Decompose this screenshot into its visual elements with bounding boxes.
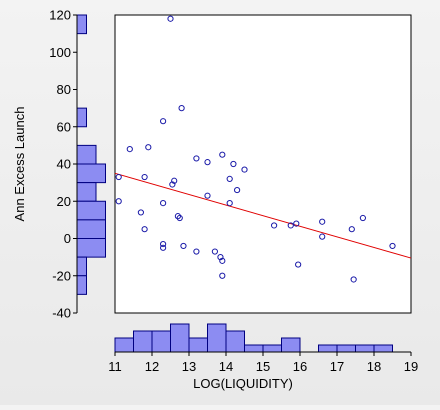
data-point-7 <box>160 118 167 125</box>
y-hist-bar-9 <box>76 275 87 295</box>
data-point-21 <box>204 159 211 166</box>
y-tick-label-4: 40 <box>57 157 71 172</box>
y-hist-bar-4 <box>76 182 97 202</box>
regression-line <box>114 172 412 259</box>
x-tick-label-1: 12 <box>145 359 159 374</box>
x-hist-bar-1 <box>133 330 153 353</box>
x-axis-label: LOG(LIQUIDITY) <box>193 376 293 391</box>
x-tick-label-7: 18 <box>367 359 381 374</box>
y-hist-bar-1 <box>76 107 87 128</box>
x-hist-bar-11 <box>336 344 356 353</box>
data-point-10 <box>160 244 167 251</box>
data-point-14 <box>174 213 181 220</box>
data-point-2 <box>126 146 133 153</box>
data-point-36 <box>319 233 326 240</box>
data-point-25 <box>219 257 226 264</box>
y-tick-label-3: 60 <box>57 119 71 134</box>
data-point-8 <box>160 200 167 207</box>
data-point-20 <box>204 192 211 199</box>
data-point-17 <box>180 242 187 250</box>
x-hist-bar-4 <box>188 337 208 353</box>
x-tick-label-6: 17 <box>330 359 344 374</box>
data-point-23 <box>217 254 224 261</box>
data-point-29 <box>230 160 237 168</box>
data-point-35 <box>295 261 302 268</box>
data-point-13 <box>171 177 178 184</box>
y-tick-label-7: -20 <box>52 268 71 283</box>
x-tick-label-3: 14 <box>219 359 233 374</box>
data-point-41 <box>389 242 396 250</box>
y-hist-bar-5 <box>76 200 106 221</box>
data-point-0 <box>115 173 122 181</box>
x-tick-label-2: 13 <box>182 359 196 374</box>
data-point-32 <box>271 222 278 229</box>
data-point-31 <box>241 166 248 173</box>
x-hist-bar-12 <box>355 344 375 353</box>
data-point-40 <box>359 214 366 222</box>
y-tick-label-5: 20 <box>57 194 71 209</box>
y-tick-label-0: 120 <box>49 8 71 23</box>
x-hist-bar-3 <box>170 323 190 353</box>
data-point-6 <box>145 144 152 151</box>
data-point-24 <box>219 151 226 158</box>
x-tick-label-5: 16 <box>293 359 307 374</box>
data-point-11 <box>167 15 174 22</box>
y-axis-label: Ann Excess Launch <box>12 107 27 222</box>
x-hist-bar-9 <box>281 337 301 353</box>
x-hist-bar-8 <box>262 344 282 353</box>
data-point-33 <box>287 222 294 229</box>
data-point-28 <box>226 200 233 207</box>
y-hist-bar-3 <box>76 163 106 184</box>
x-tick-label-4: 15 <box>256 359 270 374</box>
data-point-18 <box>193 155 200 162</box>
data-point-19 <box>193 248 200 255</box>
data-point-22 <box>211 248 218 255</box>
x-tick-label-0: 11 <box>108 359 122 374</box>
y-tick-label-2: 80 <box>57 82 71 97</box>
y-hist-bar-6 <box>76 219 106 239</box>
y-hist-bar-2 <box>76 144 97 165</box>
data-point-12 <box>169 181 176 188</box>
data-point-38 <box>348 226 355 233</box>
data-point-30 <box>234 186 241 194</box>
x-marginal-histogram <box>114 323 411 353</box>
y-tick-label-8: -40 <box>52 306 71 321</box>
x-hist-bar-0 <box>114 337 134 353</box>
y-hist-bar-0 <box>76 14 87 35</box>
y-tick-label-6: 0 <box>64 231 71 246</box>
plot-area <box>114 14 412 314</box>
y-hist-bar-7 <box>76 238 106 258</box>
data-point-1 <box>115 198 122 205</box>
y-marginal-histogram <box>76 14 106 295</box>
x-hist-bar-6 <box>225 330 245 353</box>
data-point-27 <box>226 175 233 182</box>
data-point-4 <box>141 173 148 181</box>
data-point-26 <box>219 272 226 279</box>
data-point-3 <box>137 209 144 216</box>
x-hist-bar-5 <box>207 323 227 353</box>
y-tick-label-1: 100 <box>49 45 71 60</box>
data-points <box>115 15 396 283</box>
data-point-16 <box>178 105 185 112</box>
data-point-9 <box>160 240 167 248</box>
x-axis: 11 12 13 14 15 16 17 18 19 <box>108 352 418 374</box>
x-hist-bar-2 <box>151 330 171 353</box>
y-hist-bar-8 <box>76 256 87 277</box>
y-axis: 120 100 80 60 40 20 0 -20 -40 <box>49 8 78 321</box>
x-tick-label-8: 19 <box>404 359 418 374</box>
data-point-39 <box>350 276 357 283</box>
data-point-5 <box>141 226 148 233</box>
x-hist-bar-10 <box>318 344 338 353</box>
x-hist-bar-13 <box>373 344 393 353</box>
data-point-37 <box>319 218 326 225</box>
x-hist-bar-7 <box>244 344 264 353</box>
data-point-15 <box>176 214 183 222</box>
data-point-34 <box>293 220 300 227</box>
